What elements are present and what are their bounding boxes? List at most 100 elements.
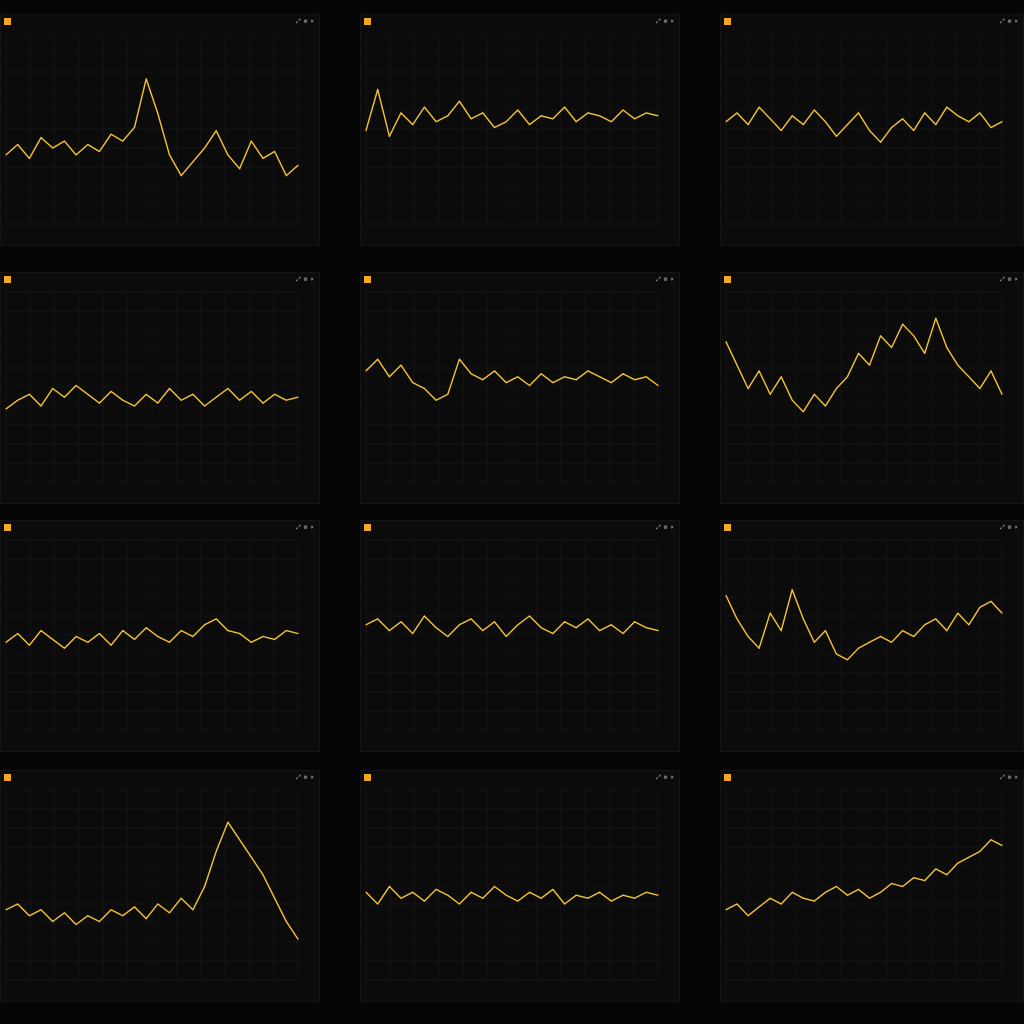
close-icon[interactable]: ×	[1014, 524, 1018, 531]
settings-icon[interactable]: ⚙	[303, 276, 308, 283]
settings-icon[interactable]: ⚙	[663, 524, 668, 531]
data-point	[552, 888, 554, 890]
data-point	[5, 641, 7, 643]
settings-icon[interactable]: ⚙	[303, 524, 308, 531]
data-point	[758, 106, 760, 108]
chart-panel[interactable]: ⤢ ⚙ ×	[720, 272, 1024, 504]
data-point	[28, 157, 30, 159]
chart-panel[interactable]: ⤢ ⚙ ×	[360, 770, 680, 1002]
close-icon[interactable]: ×	[670, 18, 674, 25]
chart-panel[interactable]: ⤢ ⚙ ×	[360, 520, 680, 752]
data-point	[802, 618, 804, 620]
chart-panel[interactable]: ⤢ ⚙ ×	[0, 14, 320, 246]
data-point	[791, 589, 793, 591]
expand-icon[interactable]: ⤢	[999, 18, 1005, 25]
line-chart	[725, 33, 1003, 225]
settings-icon[interactable]: ⚙	[663, 18, 668, 25]
expand-icon[interactable]: ⤢	[655, 276, 661, 283]
close-icon[interactable]: ×	[1014, 276, 1018, 283]
expand-icon[interactable]: ⤢	[295, 276, 301, 283]
data-point	[75, 154, 77, 156]
chart-panel[interactable]: ⤢ ⚙ ×	[720, 14, 1024, 246]
chart-panel[interactable]: ⤢ ⚙ ×	[0, 770, 320, 1002]
data-point	[157, 402, 159, 404]
panel-title	[4, 276, 14, 283]
data-point	[365, 370, 367, 372]
expand-icon[interactable]: ⤢	[655, 774, 661, 781]
settings-icon[interactable]: ⚙	[303, 774, 308, 781]
data-point	[180, 399, 182, 401]
chart-icon	[4, 18, 11, 25]
data-point	[813, 900, 815, 902]
data-point	[924, 112, 926, 114]
expand-icon[interactable]: ⤢	[999, 276, 1005, 283]
expand-icon[interactable]: ⤢	[655, 524, 661, 531]
data-point	[780, 630, 782, 632]
close-icon[interactable]: ×	[1014, 774, 1018, 781]
data-point	[192, 161, 194, 163]
series-line	[725, 317, 1003, 413]
expand-icon[interactable]: ⤢	[655, 18, 661, 25]
close-icon[interactable]: ×	[670, 524, 674, 531]
line-chart	[365, 539, 659, 731]
close-icon[interactable]: ×	[310, 18, 314, 25]
data-point	[447, 635, 449, 638]
panel-toolbar: ⤢ ⚙ ×	[293, 18, 314, 26]
chart-panel[interactable]: ⤢ ⚙ ×	[720, 770, 1024, 1002]
data-point	[813, 393, 815, 395]
chart-icon	[364, 524, 371, 531]
data-point	[935, 868, 937, 870]
data-point	[791, 115, 793, 117]
data-point	[377, 618, 379, 620]
data-point	[924, 624, 926, 626]
data-point	[868, 129, 871, 132]
expand-icon[interactable]: ⤢	[295, 524, 301, 531]
data-point	[610, 121, 612, 123]
data-point	[835, 135, 837, 137]
settings-icon[interactable]: ⚙	[663, 774, 668, 781]
chart-panel[interactable]: ⤢ ⚙ ×	[720, 520, 1024, 752]
data-point	[540, 373, 542, 375]
expand-icon[interactable]: ⤢	[999, 774, 1005, 781]
expand-icon[interactable]: ⤢	[295, 774, 301, 781]
data-point	[482, 379, 484, 381]
data-point	[868, 641, 871, 643]
chart-panel[interactable]: ⤢ ⚙ ×	[0, 520, 320, 752]
chart-panel[interactable]: ⤢ ⚙ ×	[360, 14, 680, 246]
data-point	[458, 358, 460, 360]
close-icon[interactable]: ×	[310, 774, 314, 781]
data-point	[857, 352, 860, 354]
data-point	[517, 624, 519, 626]
settings-icon[interactable]: ⚙	[1007, 276, 1012, 283]
data-point	[470, 891, 472, 893]
settings-icon[interactable]: ⚙	[1007, 774, 1012, 781]
line-chart	[5, 789, 299, 981]
data-point	[227, 154, 229, 156]
data-point	[599, 115, 601, 117]
close-icon[interactable]: ×	[310, 276, 314, 283]
data-point	[846, 659, 848, 661]
data-point	[622, 894, 624, 896]
settings-icon[interactable]: ⚙	[303, 18, 308, 25]
data-point	[802, 124, 804, 126]
data-point	[423, 900, 425, 902]
data-point	[52, 387, 54, 390]
data-point	[813, 641, 815, 643]
data-point	[824, 405, 826, 407]
settings-icon[interactable]: ⚙	[1007, 524, 1012, 531]
data-point	[935, 124, 937, 126]
data-point	[657, 115, 659, 117]
series-line	[5, 618, 299, 649]
settings-icon[interactable]: ⚙	[1007, 18, 1012, 25]
chart-panel[interactable]: ⤢ ⚙ ×	[0, 272, 320, 504]
data-point	[87, 393, 89, 395]
close-icon[interactable]: ×	[310, 524, 314, 531]
close-icon[interactable]: ×	[1014, 18, 1018, 25]
data-point	[227, 387, 229, 390]
close-icon[interactable]: ×	[670, 774, 674, 781]
expand-icon[interactable]: ⤢	[999, 524, 1005, 531]
expand-icon[interactable]: ⤢	[295, 18, 301, 25]
close-icon[interactable]: ×	[670, 276, 674, 283]
chart-panel[interactable]: ⤢ ⚙ ×	[360, 272, 680, 504]
settings-icon[interactable]: ⚙	[663, 276, 668, 283]
